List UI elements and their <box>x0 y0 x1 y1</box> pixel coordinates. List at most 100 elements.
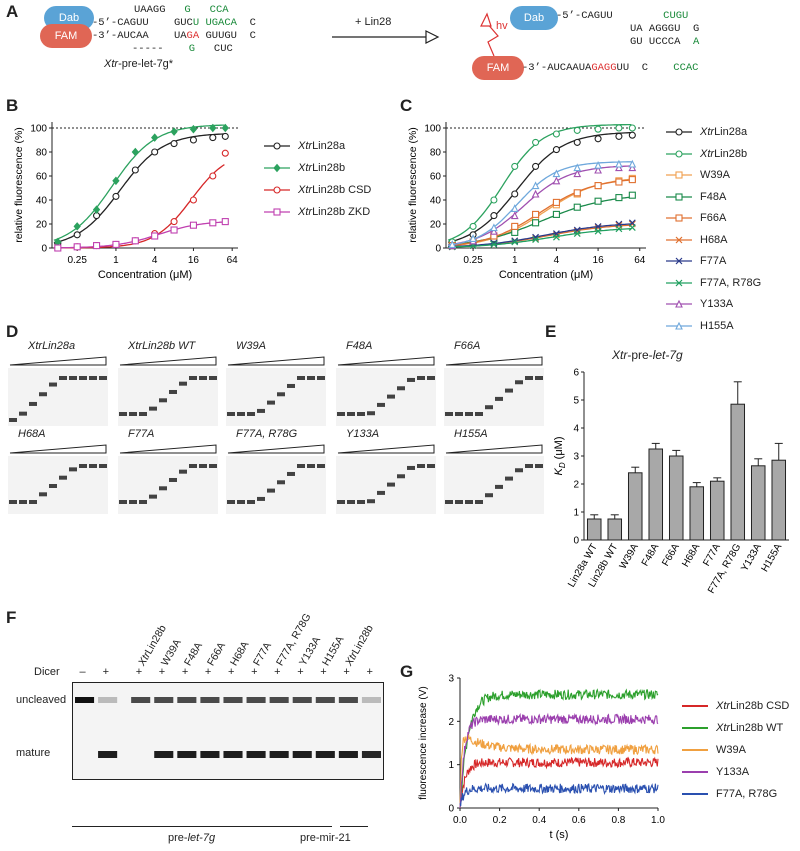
gradient-triangle <box>337 444 435 454</box>
legend-entry: XtrLin28a <box>664 126 747 138</box>
gel-band <box>49 484 57 488</box>
gel-band <box>397 474 405 479</box>
uncleaved-band <box>269 697 289 703</box>
data-point <box>628 124 636 132</box>
mature-band <box>338 751 358 758</box>
gel-band <box>417 376 425 380</box>
gel-band <box>267 400 275 405</box>
data-point <box>469 222 477 230</box>
legend-swatch <box>682 727 708 729</box>
data-point <box>594 227 602 235</box>
y-tick-label: 60 <box>36 172 48 183</box>
gel-band <box>169 389 177 394</box>
uncleaved-band <box>75 697 95 703</box>
gel-bands <box>119 464 217 504</box>
gel-band <box>515 468 523 473</box>
legend-swatch <box>682 749 708 751</box>
legend-label: XtrLin28b WT <box>716 722 784 734</box>
reaction-arrow-icon <box>332 30 440 44</box>
gel-title: W39A <box>236 340 266 352</box>
gel-band <box>277 480 285 485</box>
data-point <box>628 131 636 139</box>
data-point <box>221 132 229 140</box>
data-point <box>511 238 519 246</box>
gel-band <box>535 464 543 468</box>
y-tick-label: 0 <box>573 536 579 547</box>
gel-bands <box>337 376 435 416</box>
panel-b-letter: B <box>6 96 19 115</box>
dicer-gel-image <box>72 682 384 780</box>
data-point <box>532 210 540 218</box>
legend-entry: F66A <box>664 212 726 224</box>
legend-swatch <box>666 149 692 158</box>
x-tick-label: 0.4 <box>532 815 546 826</box>
gel-band <box>79 376 87 380</box>
data-point <box>511 162 519 170</box>
gel-image <box>8 456 108 514</box>
data-point <box>170 218 178 226</box>
gradient-triangle <box>227 356 325 366</box>
lane-label: XtrLin28b <box>343 623 377 668</box>
data-point <box>511 228 519 236</box>
gel-band <box>209 376 217 380</box>
y-axis-label: relative fluorescence (%) <box>13 127 25 243</box>
gel-band <box>495 396 503 401</box>
data-point <box>615 225 623 233</box>
legend-label: Y133A <box>716 766 750 778</box>
y-tick-label: 100 <box>424 124 441 135</box>
lane-label: F77A <box>251 640 275 668</box>
y-tick-label: 3 <box>448 674 454 685</box>
data-point <box>628 163 637 172</box>
gel-band <box>99 464 107 468</box>
legend-entry: F77A <box>664 255 726 267</box>
gel-band <box>189 464 197 468</box>
gel-band <box>307 464 315 468</box>
data-point <box>73 222 81 231</box>
mature-band <box>200 751 220 758</box>
data-point <box>552 169 561 178</box>
legend-swatch <box>264 142 290 150</box>
dicer-mark: – <box>79 666 86 678</box>
gel-band <box>377 490 385 495</box>
legend-label: F77A, R78G <box>716 788 778 800</box>
gel-band <box>387 482 395 487</box>
gel-band <box>89 376 97 380</box>
gel-band <box>337 500 345 504</box>
legend-swatch <box>666 236 692 243</box>
data-point <box>615 159 623 168</box>
panel-g-legend: XtrLin28b CSD XtrLin28b WT W39A Y133A F77A, … <box>680 700 798 810</box>
data-point <box>189 196 197 204</box>
mature-band <box>269 751 289 758</box>
data-point <box>594 165 602 174</box>
concentration-gradient-icon <box>227 444 325 454</box>
gradient-triangle <box>337 356 435 366</box>
gel-band <box>139 412 147 416</box>
gel-band <box>179 381 187 386</box>
y-tick-label: 6 <box>573 368 579 379</box>
legend-entry: F77A, R78G <box>664 277 761 289</box>
gradient-triangle <box>9 444 107 454</box>
bar-f77a-r78g <box>730 403 746 541</box>
legend-swatch <box>666 128 692 136</box>
x-tick-label: 0.6 <box>572 815 586 826</box>
dicer-mark: + <box>228 666 235 678</box>
legend-label: F66A <box>700 212 727 224</box>
fam-fluorophore-ellipse-bound: FAM <box>472 56 524 80</box>
bar-h155a <box>771 459 787 541</box>
mature-band <box>246 751 266 758</box>
gel-band <box>277 392 285 397</box>
gel-band <box>149 406 157 411</box>
gel-band <box>407 465 415 470</box>
gel-bands <box>9 464 107 504</box>
legend-swatch <box>666 257 692 265</box>
data-point <box>209 219 217 227</box>
y-tick-label: 20 <box>430 220 442 231</box>
data-point <box>490 240 498 248</box>
data-point <box>448 240 457 248</box>
legend-swatch <box>666 279 692 286</box>
data-point <box>552 146 560 154</box>
legend-marker <box>675 171 683 179</box>
gel-band <box>49 382 57 387</box>
x-tick-label: 4 <box>152 255 158 266</box>
